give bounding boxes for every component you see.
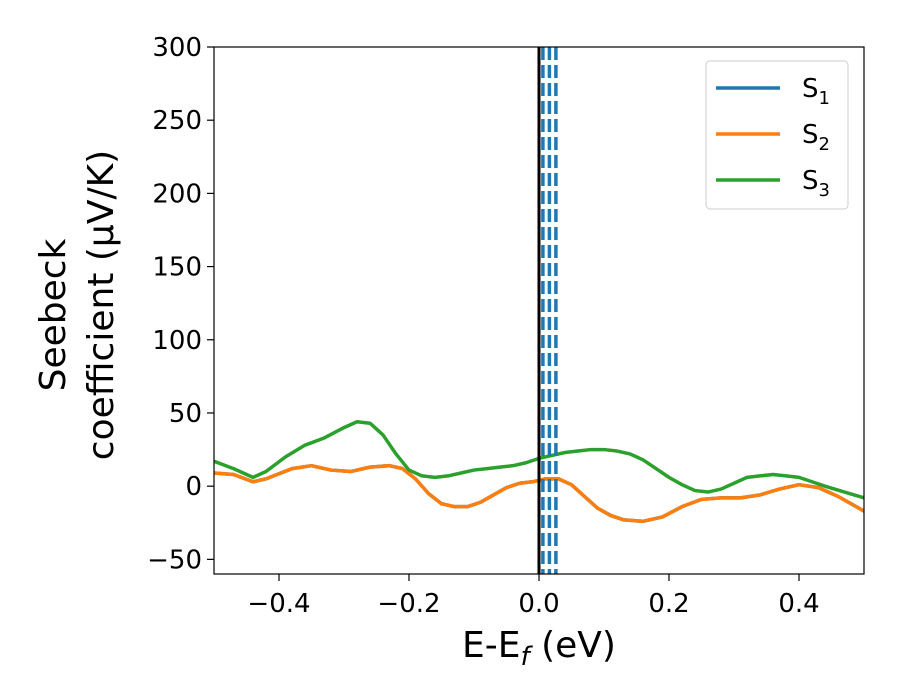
x-axis-ticks: −0.4 −0.2 0.0 0.2 0.4	[247, 574, 820, 619]
x-tick-label: 0.4	[778, 589, 819, 619]
x-tick-label: 0.2	[648, 589, 689, 619]
y-tick-label: 150	[152, 253, 202, 283]
legend-label-s1: S1	[802, 74, 830, 109]
y-tick-label: 300	[152, 33, 202, 63]
x-axis-title: E-Ef (eV)	[462, 625, 616, 672]
legend-label-s3: S3	[802, 166, 830, 201]
x-tick-label: −0.2	[377, 589, 440, 619]
y-axis-title-line1: Seebeck	[33, 238, 74, 391]
series-line-s3	[214, 420, 864, 500]
series-line-s2	[214, 463, 864, 524]
y-axis-title-line2: coefficient (μV/K)	[81, 150, 122, 460]
y-tick-label: 250	[152, 106, 202, 136]
y-tick-label: −50	[147, 545, 202, 575]
x-tick-label: 0.0	[518, 589, 559, 619]
y-axis-title: Seebeck coefficient (μV/K)	[33, 150, 122, 460]
y-tick-label: 0	[185, 472, 202, 502]
plot-area	[214, 47, 864, 574]
y-tick-label: 100	[152, 326, 202, 356]
x-tick-label: −0.4	[247, 589, 310, 619]
y-tick-label: 200	[152, 179, 202, 209]
y-tick-label: 50	[169, 399, 202, 429]
legend-label-s2: S2	[802, 120, 830, 155]
y-axis-ticks: −50 0 50 100 150 200 250 300	[147, 33, 214, 575]
legend: S1 S2 S3	[705, 60, 849, 210]
